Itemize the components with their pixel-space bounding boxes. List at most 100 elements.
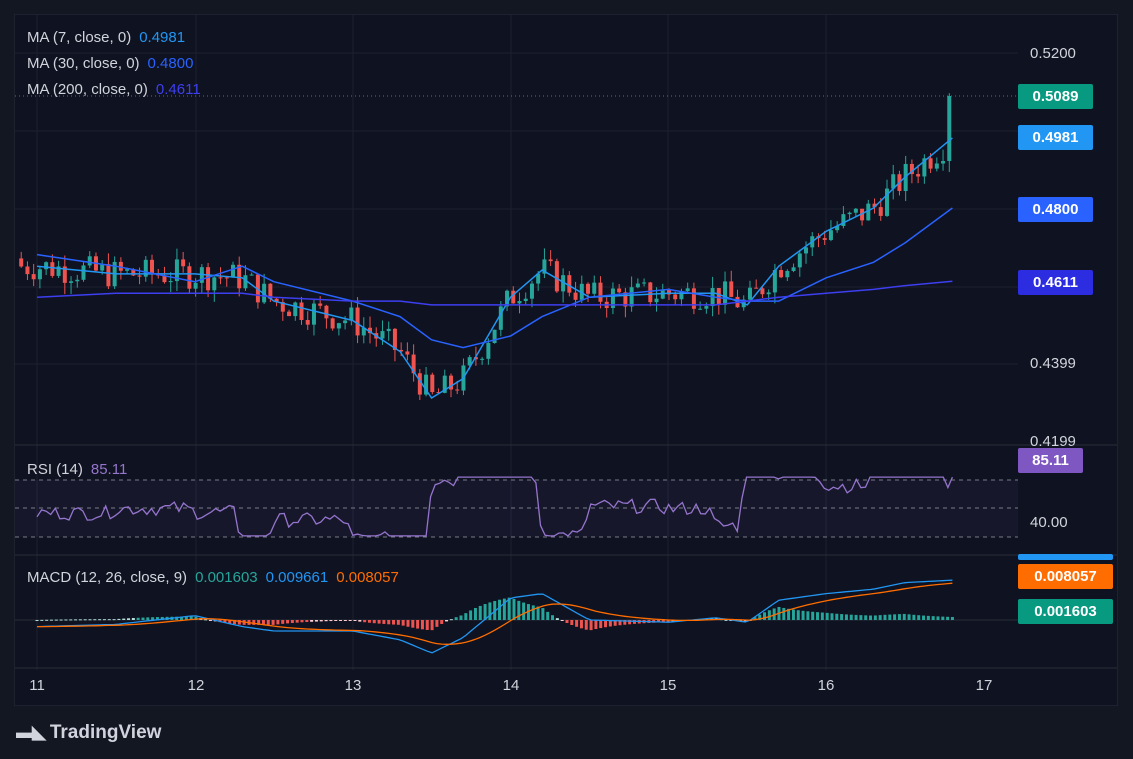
macd-hist-bar (387, 620, 391, 625)
candle-body (542, 259, 547, 274)
candle-body (536, 273, 541, 284)
legend-ma200-value: 0.4611 (155, 81, 201, 98)
macd-hist-bar (45, 619, 49, 621)
macd-hist-bar (478, 605, 482, 620)
candle-body (448, 375, 453, 390)
candle-body (100, 264, 105, 271)
macd-hist-bar (64, 619, 68, 621)
macd-hist-bar (608, 620, 612, 627)
candle-body (206, 267, 211, 291)
candle-body (249, 274, 254, 276)
macd-hist-bar (488, 602, 492, 620)
legend-ma200[interactable]: MA (200, close, 0) 0.4611 (27, 81, 201, 98)
macd-hist-bar (854, 614, 858, 620)
macd-hist-bar (820, 612, 824, 620)
candle-body (87, 256, 92, 266)
candle-body (928, 158, 933, 169)
candle-body (716, 288, 721, 305)
macd-hist-bar (844, 614, 848, 620)
macd-hist-bar (830, 613, 834, 620)
tradingview-brand[interactable]: ▬◣ TradingView (16, 722, 161, 744)
macd-hist-bar (512, 598, 516, 620)
macd-hist-bar (83, 619, 87, 621)
candle-body (399, 349, 404, 352)
macd-hist-bar (584, 620, 588, 630)
candle-body (642, 282, 647, 284)
macd-hist-bar (122, 618, 126, 620)
macd-hist-bar (623, 620, 627, 625)
macd-hist-bar (35, 620, 39, 621)
legend-ma7[interactable]: MA (7, close, 0) 0.4981 (27, 29, 185, 46)
chart-frame[interactable] (14, 14, 1118, 706)
candle-body (305, 320, 310, 325)
candle-body (380, 331, 385, 339)
macd-hist-bar (136, 617, 140, 620)
candle-body (517, 301, 522, 304)
macd-hist-bar (194, 616, 198, 620)
macd-hist-bar (613, 620, 617, 626)
candle-body (922, 158, 927, 177)
candle-body (941, 161, 946, 164)
candle-body (436, 392, 441, 394)
legend-ma30[interactable]: MA (30, close, 0) 0.4800 (27, 55, 193, 72)
macd-hist-bar (266, 620, 270, 625)
macd-hist-bar (40, 619, 44, 621)
macd-hist-bar (459, 615, 463, 620)
macd-hist-bar (189, 616, 193, 620)
legend-rsi[interactable]: RSI (14) 85.11 (27, 461, 127, 478)
candle-body (118, 261, 123, 271)
macd-hist-bar (594, 620, 598, 630)
macd-hist-bar (252, 620, 256, 625)
macd-hist-bar (329, 620, 333, 622)
macd-hist-bar (893, 614, 897, 620)
macd-hist-bar (878, 615, 882, 620)
candle-body (56, 266, 61, 276)
macd-hist-bar (146, 617, 150, 620)
macd-hist-bar (237, 620, 241, 625)
candle-body (878, 207, 883, 216)
candle-body (847, 212, 852, 215)
rsi-band (15, 480, 1018, 537)
macd-hist-bar (54, 619, 58, 621)
macd-hist-bar (314, 620, 318, 622)
macd-hist-bar (59, 619, 63, 621)
candle-body (361, 327, 366, 336)
macd-hist-bar (618, 620, 622, 626)
tradingview-logo-icon: ▬◣ (16, 722, 46, 742)
candle-body (598, 282, 603, 302)
candle-body (567, 275, 572, 293)
candle-body (548, 259, 553, 262)
candle-body (723, 281, 728, 305)
candle-body (828, 230, 833, 240)
x-label-12: 12 (187, 677, 205, 694)
candle-body (62, 266, 67, 283)
x-label-16: 16 (817, 677, 835, 694)
legend-macd[interactable]: MACD (12, 26, close, 9) 0.001603 0.009661 0… (27, 569, 399, 586)
legend-ma7-label: MA (7, close, 0) (27, 29, 132, 46)
macd-hist-bar (666, 620, 670, 623)
macd-hist-bar (131, 618, 135, 620)
legend-macd-macd: 0.009661 (265, 569, 329, 586)
macd-hist-bar (454, 617, 458, 620)
candle-body (673, 294, 678, 300)
macd-hist-bar (902, 613, 906, 620)
candle-body (25, 266, 30, 275)
macd-hist-bar (772, 608, 776, 620)
candle-body (293, 302, 298, 317)
macd-hist-bar (560, 620, 564, 621)
macd-hist-bar (522, 602, 526, 620)
macd-hist-bar (787, 608, 791, 620)
macd-hist-bar (469, 610, 473, 620)
macd-hist-bar (127, 618, 131, 620)
macd-hist-bar (223, 620, 227, 623)
macd-hist-bar (502, 598, 506, 620)
candle-body (424, 374, 429, 395)
candle-body (891, 174, 896, 189)
candle-body (654, 298, 659, 303)
candle-body (162, 275, 167, 283)
macd-hist-bar (950, 616, 954, 620)
macd-hist-bar (589, 620, 593, 631)
candle-body (660, 290, 665, 299)
macd-hist-bar (791, 609, 795, 620)
